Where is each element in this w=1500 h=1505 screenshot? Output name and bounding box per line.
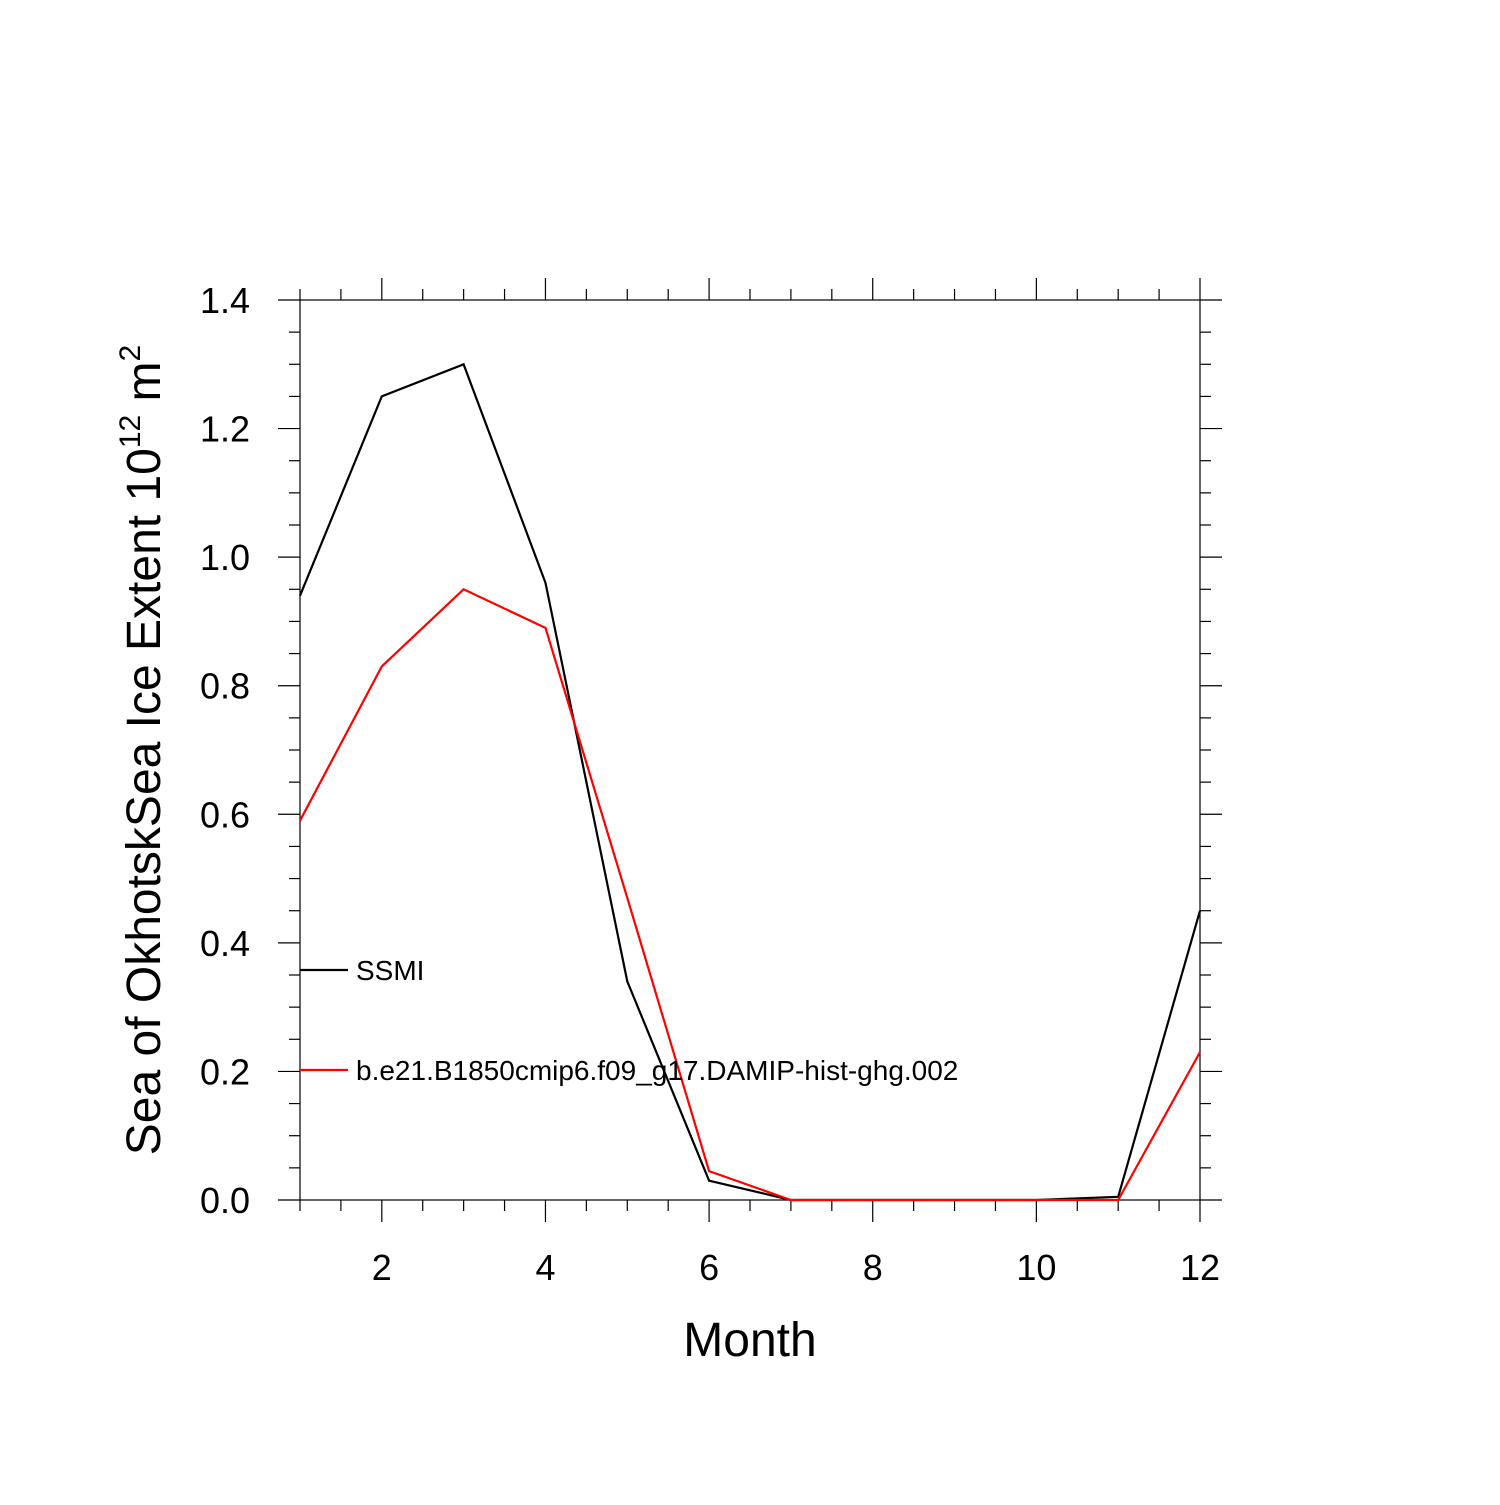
y-tick-label: 1.2 (200, 409, 250, 450)
y-tick-label: 1.0 (200, 537, 250, 578)
y-axis-title-exponent: 12 (114, 415, 147, 448)
y-tick-label: 0.6 (200, 794, 250, 835)
x-tick-label: 10 (1016, 1247, 1056, 1288)
y-tick-label: 0.8 (200, 666, 250, 707)
series-line-2 (299, 587, 1201, 1202)
x-axis-title: Month (683, 1314, 816, 1367)
x-tick-label: 4 (535, 1247, 555, 1288)
axis-ticks (278, 278, 1222, 1222)
x-tick-label: 6 (699, 1247, 719, 1288)
y-axis-title-unit: m (118, 361, 171, 414)
y-tick-label: 1.4 (200, 280, 250, 321)
tick-labels: 2 4 6 8 10 12 0.0 0.2 0.4 0.6 0.8 1.0 1.2 1.4 (200, 280, 1220, 1288)
series-lines (298, 362, 1202, 1202)
y-axis-title-main: Sea of OkhotskSea Ice Extent 10 (118, 448, 171, 1155)
x-tick-label: 2 (372, 1247, 392, 1288)
y-tick-label: 0.4 (200, 923, 250, 964)
y-tick-label: 0.0 (200, 1180, 250, 1221)
y-axis-title: Sea of OkhotskSea Ice Extent 1012 m2 (114, 345, 171, 1155)
x-tick-label: 8 (863, 1247, 883, 1288)
y-axis-title-unit-exponent: 2 (114, 345, 147, 362)
x-tick-label: 12 (1180, 1247, 1220, 1288)
legend-label-2: b.e21.B1850cmip6.f09_g17.DAMIP-hist-ghg.… (356, 1055, 958, 1086)
legend: SSMI b.e21.B1850cmip6.f09_g17.DAMIP-hist-… (300, 955, 958, 1086)
y-tick-label: 0.2 (200, 1051, 250, 1092)
legend-label-1: SSMI (356, 955, 424, 986)
